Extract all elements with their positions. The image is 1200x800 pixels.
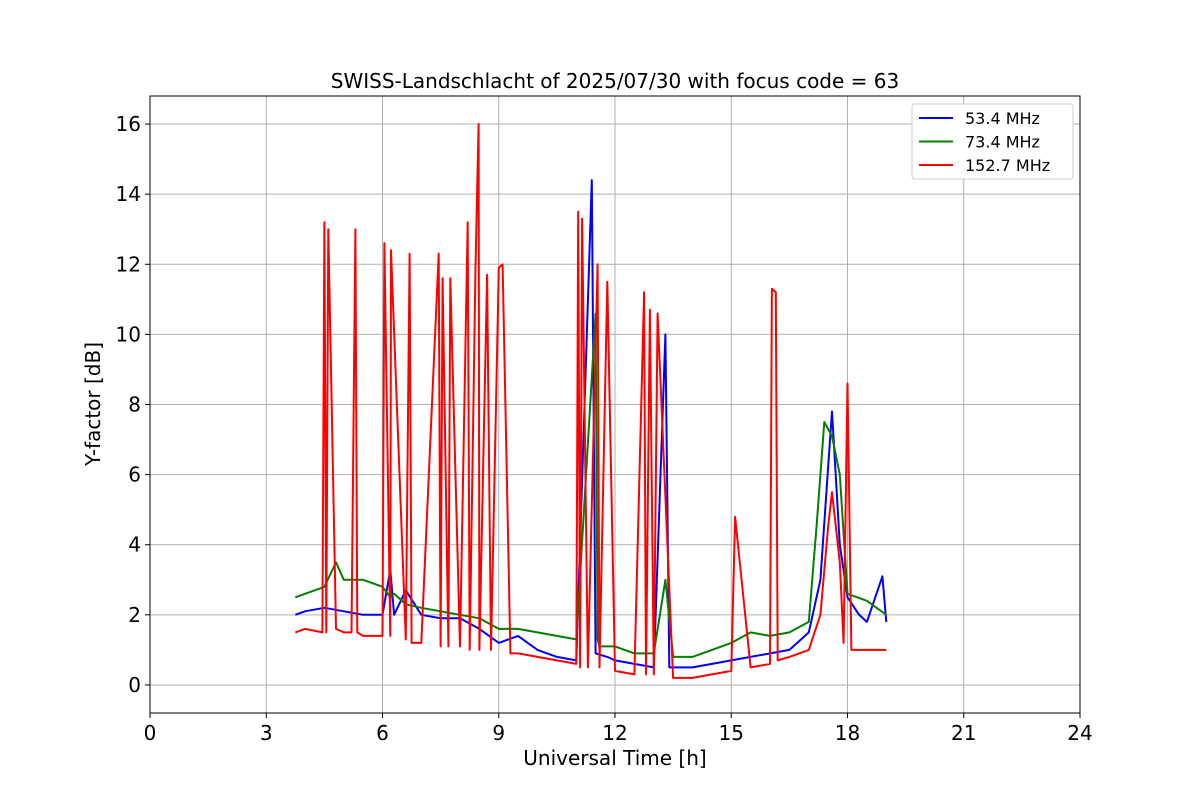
legend-label: 73.4 MHz bbox=[965, 133, 1040, 152]
series-line-152-7-mhz bbox=[294, 123, 887, 679]
x-tick-label: 6 bbox=[376, 721, 389, 745]
y-tick-label: 2 bbox=[128, 603, 141, 627]
series-line-73-4-mhz bbox=[294, 312, 887, 658]
y-tick-label: 8 bbox=[128, 393, 141, 417]
x-tick-label: 24 bbox=[1067, 721, 1092, 745]
legend-box bbox=[911, 103, 1074, 180]
y-tick-label: 4 bbox=[128, 533, 141, 557]
y-tick-label: 0 bbox=[128, 673, 141, 697]
x-tick-label: 12 bbox=[602, 721, 627, 745]
x-tick-label: 0 bbox=[144, 721, 157, 745]
y-tick-label: 14 bbox=[116, 182, 141, 206]
y-tick-label: 16 bbox=[116, 112, 141, 136]
x-tick-label: 18 bbox=[835, 721, 860, 745]
x-axis-label: Universal Time [h] bbox=[523, 746, 706, 770]
y-axis-label: Y-factor [dB] bbox=[81, 342, 105, 467]
legend: 53.4 MHz 73.4 MHz 152.7 MHz bbox=[911, 103, 1074, 180]
x-tick-label: 15 bbox=[719, 721, 744, 745]
series-layer bbox=[294, 123, 888, 679]
legend-label: 152.7 MHz bbox=[965, 156, 1050, 175]
chart-title: SWISS-Landschlacht of 2025/07/30 with fo… bbox=[331, 69, 899, 93]
x-tick-label: 9 bbox=[492, 721, 505, 745]
legend-label: 53.4 MHz bbox=[965, 109, 1040, 128]
y-tick-label: 6 bbox=[128, 463, 141, 487]
x-tick-label: 3 bbox=[260, 721, 273, 745]
x-tick-label: 21 bbox=[951, 721, 976, 745]
y-tick-label: 10 bbox=[116, 322, 141, 346]
y-tick-label: 12 bbox=[116, 252, 141, 276]
